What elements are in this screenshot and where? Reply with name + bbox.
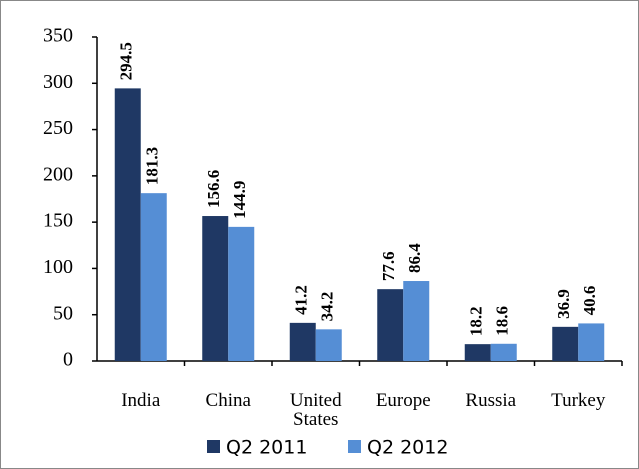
bar (578, 323, 605, 361)
legend-swatch (207, 440, 220, 453)
y-tick-label: 100 (43, 256, 73, 278)
legend-swatch (348, 440, 361, 453)
bar (315, 329, 342, 361)
legend-label: Q2 2011 (226, 437, 307, 459)
x-tick-label: China (205, 390, 251, 411)
y-tick-label: 200 (43, 163, 73, 185)
data-label: 40.6 (580, 286, 599, 316)
x-tick-label: Europe (375, 390, 431, 411)
y-tick-label: 250 (43, 117, 73, 139)
bar (140, 193, 167, 361)
y-tick-label: 300 (43, 71, 73, 93)
data-label: 181.3 (143, 147, 162, 185)
bar (114, 88, 141, 362)
x-tick-label: Turkey (551, 390, 606, 411)
data-label: 144.9 (230, 181, 249, 219)
x-tick-label: Russia (465, 390, 517, 411)
data-label: 86.4 (405, 243, 424, 273)
y-tick-label: 50 (53, 302, 73, 324)
bar (403, 281, 430, 361)
bar (552, 326, 579, 361)
bar (464, 344, 491, 361)
data-label: 294.5 (117, 42, 136, 80)
y-tick-label: 150 (43, 210, 73, 232)
data-label: 36.9 (554, 289, 573, 319)
y-tick-label: 350 (43, 25, 73, 47)
y-tick-label: 0 (63, 349, 73, 371)
bar (377, 289, 404, 361)
legend-label: Q2 2012 (367, 437, 448, 459)
x-tick-label: India (121, 390, 161, 411)
bar (490, 343, 517, 361)
bar (289, 322, 316, 361)
data-label: 156.6 (204, 170, 223, 208)
data-label: 77.6 (379, 251, 398, 281)
data-label: 18.6 (493, 306, 512, 336)
data-label: 34.2 (318, 292, 337, 322)
data-label: 41.2 (292, 285, 311, 315)
bar (228, 226, 255, 361)
bar (202, 216, 229, 361)
x-tick-label: United States (289, 390, 342, 430)
data-label: 18.2 (467, 306, 486, 336)
